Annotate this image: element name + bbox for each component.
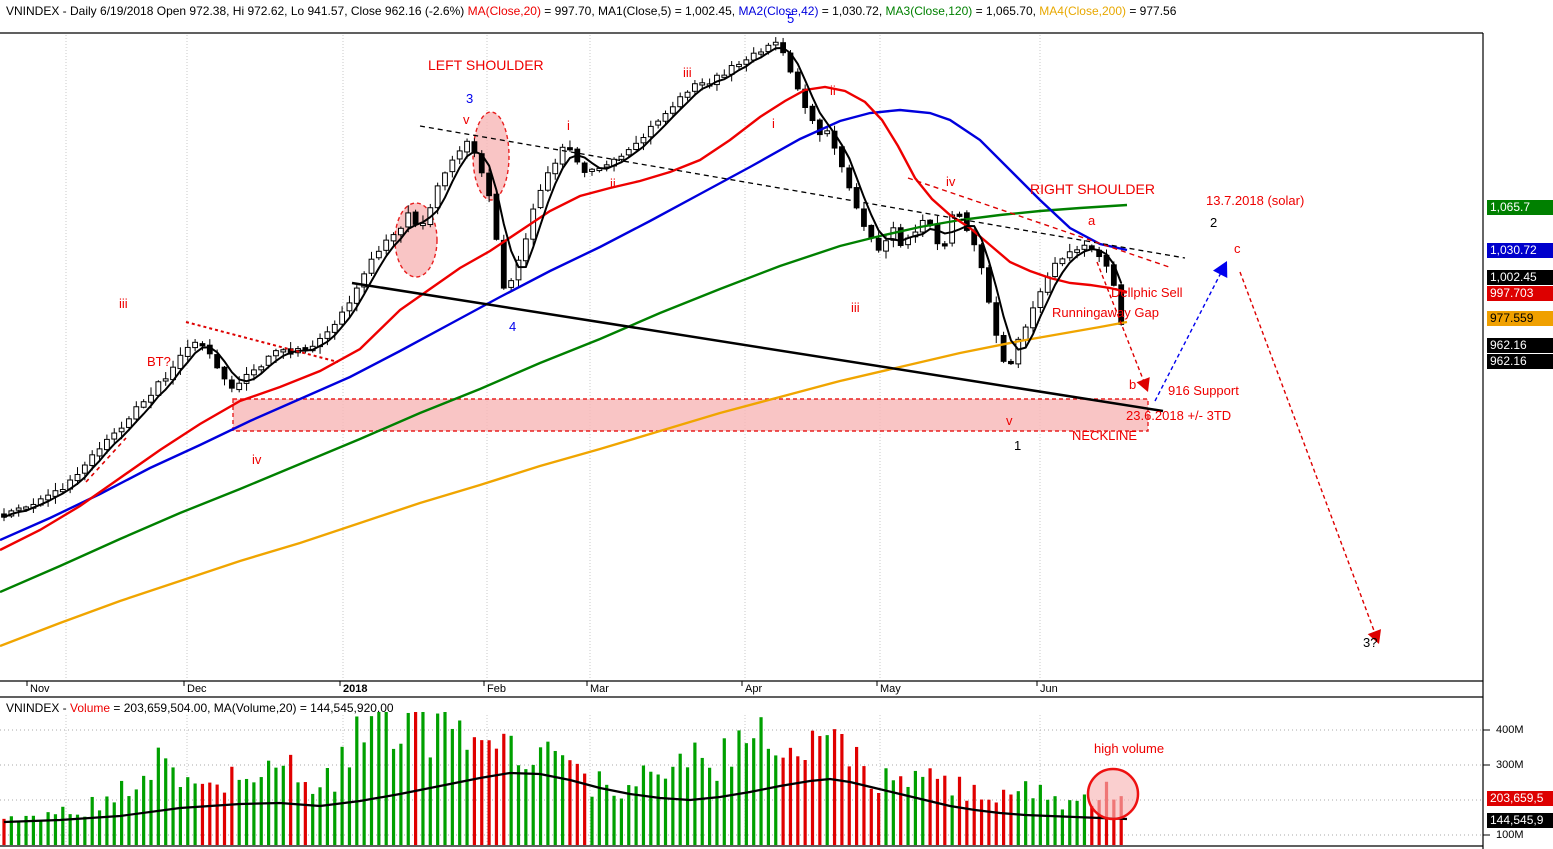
chart-annotation[interactable]: 3?	[1363, 635, 1378, 650]
price-axis-badge: 977.559	[1487, 311, 1553, 326]
chart-annotation[interactable]: 4	[509, 319, 517, 334]
chart-annotation[interactable]: LEFT SHOULDER	[428, 57, 544, 73]
volume-ma-line	[3, 771, 1128, 824]
chart-annotation[interactable]: 1	[1014, 438, 1022, 453]
chart-annotation[interactable]: 5	[787, 11, 795, 26]
x-axis-label: Jun	[1040, 683, 1058, 695]
chart-annotation[interactable]: iii	[119, 296, 128, 311]
chart-annotation[interactable]: b	[1129, 377, 1137, 392]
x-axis-label: Feb	[487, 683, 506, 695]
x-axis-label: 2018	[343, 683, 368, 695]
chart-annotation[interactable]: BT?	[147, 354, 171, 369]
x-axis-label: Mar	[590, 683, 609, 695]
volume-axis-tick-label: 400M	[1496, 724, 1524, 736]
chart-title-bar: VNINDEX - Daily 6/19/2018 Open 972.38, H…	[6, 4, 1176, 18]
title-segment: VNINDEX -	[6, 701, 71, 715]
chart-annotation[interactable]: high volume	[1094, 741, 1165, 756]
volume-axis-tick-label: 300M	[1496, 759, 1524, 771]
price-axis-badge: 962.16	[1487, 354, 1553, 369]
ma-lines	[0, 47, 1128, 648]
volume-title-bar: VNINDEX - Volume = 203,659,504.00, MA(Vo…	[6, 701, 394, 715]
price-axis-badge: 962.16	[1487, 338, 1553, 353]
chart-annotation[interactable]: iii	[683, 65, 692, 80]
chart-annotation[interactable]: iv	[252, 452, 262, 467]
x-axis-label: Apr	[745, 683, 763, 695]
chart-annotation[interactable]: RIGHT SHOULDER	[1030, 181, 1155, 197]
title-segment: = 1,065.70,	[972, 4, 1040, 18]
chart-annotation[interactable]: c	[1234, 241, 1241, 256]
chart-annotation[interactable]: v	[463, 112, 470, 127]
gridlines	[0, 35, 1483, 845]
title-segment: MA2(Close,42)	[738, 4, 819, 18]
chart-annotation[interactable]: 3	[466, 91, 474, 106]
title-segment: = 977.56	[1126, 4, 1177, 18]
chart-annotation[interactable]: i	[567, 118, 570, 133]
price-axis-badge: 997.703	[1487, 286, 1553, 301]
chart-annotation[interactable]: 2	[1210, 215, 1218, 230]
chart-annotation[interactable]: Runningaway Gap	[1052, 305, 1159, 320]
chart-annotation[interactable]: i	[772, 116, 775, 131]
price-axis-badge: 1,002.45	[1487, 270, 1553, 285]
candles	[1, 37, 1125, 522]
chart-annotation[interactable]: ii	[610, 176, 616, 191]
volume-highlight-circle	[1086, 767, 1140, 821]
chart-annotation[interactable]: iv	[946, 174, 956, 189]
chart-annotation[interactable]: 13.7.2018 (solar)	[1206, 193, 1305, 208]
chart-annotation[interactable]: 23.6.2018 +/- 3TD	[1126, 408, 1232, 423]
volume-axis-badge: 203,659,5	[1487, 791, 1553, 806]
title-segment: = 203,659,504.00, MA(Volume,20) = 144,54…	[110, 701, 394, 715]
chart-annotation[interactable]: ii	[830, 83, 836, 98]
chart-annotation[interactable]: NECKLINE	[1072, 428, 1138, 443]
x-axis-label: May	[880, 683, 901, 695]
chart-annotation[interactable]: iii	[851, 300, 860, 315]
price-axis-badge: 1,030.72	[1487, 243, 1553, 258]
chart-annotation[interactable]: v	[1006, 413, 1013, 428]
chart-annotation[interactable]: Dellphic Sell	[1111, 285, 1183, 300]
title-segment: MA4(Close,200)	[1039, 4, 1126, 18]
title-segment: Volume	[70, 701, 111, 715]
title-segment: VNINDEX - Daily 6/19/2018 Open 972.38, H…	[6, 4, 468, 18]
volume-axis-tick-label: 100M	[1496, 829, 1524, 841]
title-segment: = 997.70, MA1(Close,5) = 1,002.45,	[540, 4, 739, 18]
price-axis-badge: 1,065.7	[1487, 200, 1553, 215]
trendlines-and-arrows	[85, 125, 1382, 644]
volume-axis-badge: 144,545,9	[1487, 813, 1553, 828]
x-axis-label: Dec	[187, 683, 207, 695]
chart-annotation[interactable]: a	[1088, 213, 1096, 228]
panel-borders	[0, 32, 1490, 849]
title-segment: MA(Close,20)	[467, 4, 541, 18]
x-axis-label: Nov	[30, 683, 50, 695]
chart-annotation[interactable]: 916 Support	[1168, 383, 1239, 398]
title-segment: MA3(Close,120)	[885, 4, 973, 18]
title-segment: = 1,030.72,	[818, 4, 886, 18]
